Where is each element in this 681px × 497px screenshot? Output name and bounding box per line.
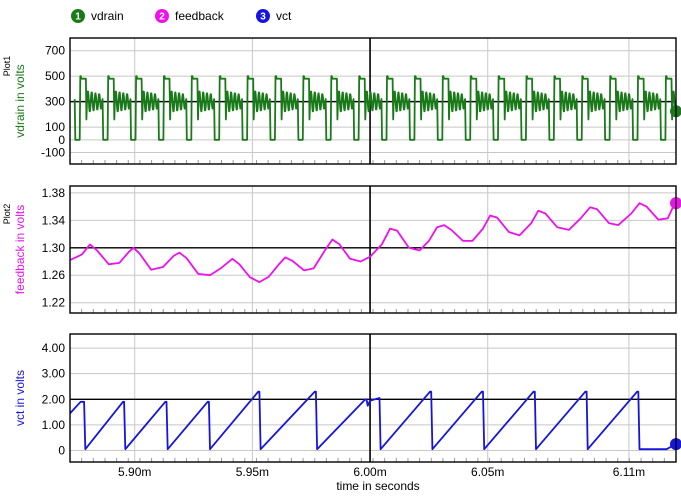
- y-axis-label: vct in volts: [13, 370, 27, 426]
- y-tick-label: 3.00: [42, 367, 66, 381]
- panel-name-label: Plot2: [2, 204, 12, 225]
- panel-vct: 0 1.00 2.00 3.00 4.00 5.90m 5.95m 6.00m 6.05m 6.1…: [13, 333, 681, 479]
- x-tick-label: 5.95m: [236, 465, 269, 479]
- x-tick-label: 6.00m: [353, 465, 386, 479]
- series-line-vct: [69, 390, 677, 451]
- legend-number: 3: [260, 12, 266, 23]
- x-tick-label: 6.05m: [471, 465, 504, 479]
- legend-marker: [155, 9, 169, 23]
- y-axis-label: vdrain in volts: [13, 64, 27, 137]
- y-tick-label: 300: [45, 95, 65, 109]
- legend-item-vdrain: 1 vdrain: [71, 9, 124, 23]
- y-tick-label: 1.38: [42, 186, 66, 200]
- series-line-vdrain: [73, 75, 677, 141]
- legend-label: vct: [276, 9, 292, 23]
- legend-number: 1: [75, 12, 81, 23]
- y-tick-label: 700: [45, 44, 65, 58]
- x-tick-label: 5.90m: [118, 465, 151, 479]
- legend-item-vct: 3 vct: [256, 9, 292, 23]
- legend-item-feedback: 2 feedback: [155, 9, 225, 23]
- legend-label: vdrain: [91, 9, 124, 23]
- x-tick-label: 6.11m: [613, 465, 645, 479]
- x-axis-label: time in seconds: [336, 479, 419, 493]
- y-tick-label: 1.30: [42, 241, 66, 255]
- y-axis-label: feedback in volts: [13, 205, 27, 294]
- panel-frame: [69, 333, 677, 463]
- panel-name-label: Plot1: [2, 56, 12, 77]
- y-tick-label: 1.22: [42, 296, 66, 310]
- panel-feedback: 1.22 1.26 1.30 1.34 1.38 feedback in voltsPlo…: [2, 185, 681, 314]
- y-tick-label: 0: [58, 133, 65, 147]
- legend-number: 2: [159, 12, 165, 23]
- y-tick-label: 1.00: [42, 418, 66, 432]
- panel-frame: [69, 37, 677, 165]
- y-tick-label: -100: [41, 146, 65, 160]
- y-tick-label: 500: [45, 69, 65, 83]
- y-tick-label: 100: [45, 120, 65, 134]
- y-tick-label: 2.00: [42, 392, 66, 406]
- y-tick-label: 4.00: [42, 341, 66, 355]
- legend-marker: [71, 9, 85, 23]
- panel-frame: [69, 185, 677, 314]
- y-tick-label: 0: [58, 443, 65, 457]
- y-tick-label: 1.26: [42, 268, 66, 282]
- y-tick-label: 1.34: [42, 213, 66, 227]
- legend-label: feedback: [175, 9, 225, 23]
- series-line-feedback: [69, 202, 676, 283]
- legend-marker: [256, 9, 270, 23]
